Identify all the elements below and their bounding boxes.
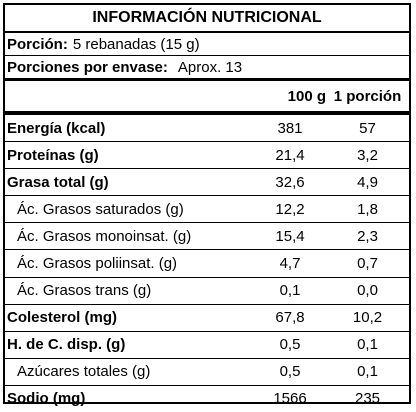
nutrient-value-per-serving: 235 [354, 390, 381, 408]
serving-size-value: 5 rebanadas (15 g) [72, 35, 200, 53]
nutrient-name: Sodio (mg) [7, 390, 86, 408]
nutrient-value-per-serving: 0,0 [357, 282, 378, 300]
nutrient-value-per-serving: 10,2 [352, 309, 383, 327]
nutrient-row: Ác. Grasos saturados (g) 12,2 1,8 [5, 196, 409, 224]
nutrient-value-per-100g: 32,6 [275, 173, 305, 191]
nutrient-value-per-serving: 0,7 [357, 255, 378, 273]
nutrient-row: Colesterol (mg) 67,8 10,2 [5, 305, 409, 332]
nutrient-row: Energía (kcal) 381 57 [5, 115, 409, 143]
nutrient-value-per-serving: 3,2 [357, 146, 378, 164]
nutrient-row: Sodio (mg) 1566 235 [5, 386, 409, 412]
nutrient-name: Ác. Grasos monoinsat. (g) [17, 227, 192, 245]
serving-size-label: Porción: [7, 35, 68, 53]
nutrient-value-per-serving: 4,9 [357, 173, 378, 191]
servings-per-container-row: Porciones por envase: Aprox. 13 [5, 56, 409, 81]
servings-per-container-label: Porciones por envase: [7, 58, 168, 76]
nutrient-value-per-100g: 0,5 [279, 363, 301, 381]
serving-size-row: Porción: 5 rebanadas (15 g) [5, 33, 409, 56]
nutrient-row: Azúcares totales (g) 0,5 0,1 [5, 359, 409, 386]
nutrient-name: Proteínas (g) [7, 146, 99, 164]
nutrient-value-per-serving: 0,1 [357, 363, 378, 381]
nutrient-row: Grasa total (g) 32,6 4,9 [5, 169, 409, 197]
nutrient-value-per-serving: 0,1 [357, 336, 378, 354]
nutrient-name: Energía (kcal) [7, 119, 106, 137]
nutrient-name: H. de C. disp. (g) [7, 336, 126, 354]
nutrient-name: Ác. Grasos poliinsat. (g) [17, 255, 178, 273]
nutrient-name: Azúcares totales (g) [17, 363, 151, 381]
nutrient-row: H. de C. disp. (g) 0,5 0,1 [5, 332, 409, 359]
nutrient-value-per-100g: 15,4 [275, 227, 305, 245]
nutrient-value-per-serving: 1,8 [357, 200, 378, 218]
label-title: INFORMACIÓN NUTRICIONAL [5, 5, 409, 33]
nutrient-row: Ác. Grasos monoinsat. (g) 15,4 2,3 [5, 223, 409, 251]
nutrient-value-per-100g: 21,4 [275, 146, 305, 164]
nutrient-value-per-serving: 2,3 [357, 227, 378, 245]
servings-per-container-value: Aprox. 13 [177, 58, 243, 76]
nutrient-name: Colesterol (mg) [7, 309, 118, 327]
nutrient-name: Grasa total (g) [7, 173, 109, 191]
nutrient-value-per-100g: 0,5 [279, 336, 301, 354]
nutrient-row: Ác. Grasos poliinsat. (g) 4,7 0,7 [5, 250, 409, 278]
column-header-row: 100 g 1 porción [5, 81, 409, 115]
column-header-per-100g: 100 g [287, 87, 326, 105]
nutrient-row: Proteínas (g) 21,4 3,2 [5, 142, 409, 170]
nutrient-name: Ác. Grasos trans (g) [17, 282, 152, 300]
nutrient-value-per-100g: 12,2 [275, 200, 305, 218]
nutrition-facts-label: INFORMACIÓN NUTRICIONAL Porción: 5 reban… [3, 3, 411, 407]
nutrient-name: Ác. Grasos saturados (g) [17, 200, 184, 218]
nutrient-value-per-100g: 381 [277, 119, 303, 137]
nutrient-value-per-100g: 4,7 [279, 255, 301, 273]
nutrient-value-per-100g: 1566 [273, 390, 307, 408]
nutrient-value-per-100g: 0,1 [279, 282, 301, 300]
nutrient-row: Ác. Grasos trans (g) 0,1 0,0 [5, 278, 409, 305]
nutrient-rows: Energía (kcal) 381 57 Proteínas (g) 21,4 3,2 G… [5, 115, 409, 412]
column-header-per-serving: 1 porción [333, 87, 402, 105]
nutrient-value-per-serving: 57 [359, 119, 376, 137]
nutrient-value-per-100g: 67,8 [275, 309, 305, 327]
